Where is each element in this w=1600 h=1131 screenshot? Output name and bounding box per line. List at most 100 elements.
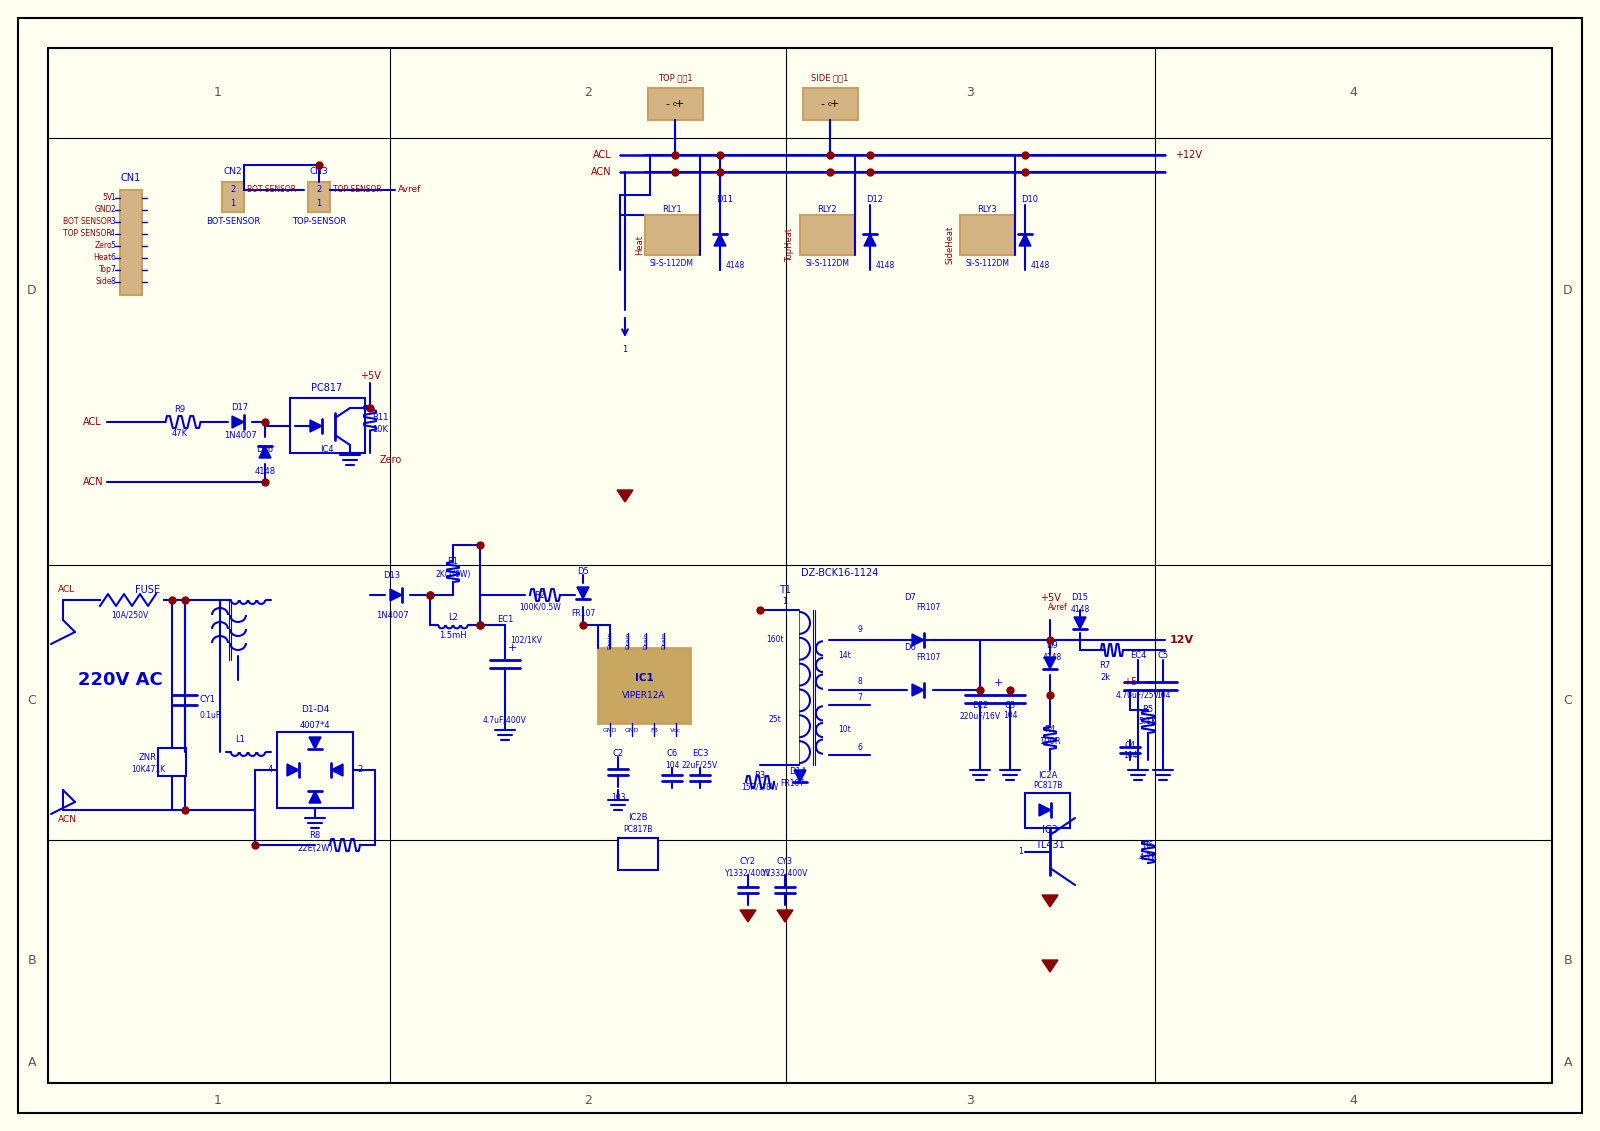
Text: 4148: 4148: [1030, 260, 1050, 269]
Text: PC817B: PC817B: [624, 826, 653, 835]
Polygon shape: [1042, 895, 1058, 907]
Text: 4: 4: [267, 766, 274, 775]
Text: D5: D5: [578, 568, 589, 577]
Text: 5.1K: 5.1K: [1139, 717, 1157, 726]
Text: FR107: FR107: [915, 654, 941, 663]
Text: 1: 1: [1018, 847, 1022, 856]
Text: FR107: FR107: [779, 779, 805, 788]
Text: EC1: EC1: [498, 615, 514, 624]
Text: +: +: [994, 677, 1003, 688]
Text: CY3: CY3: [778, 857, 794, 866]
Text: 2k: 2k: [1099, 673, 1110, 682]
Text: SI-S-112DM: SI-S-112DM: [650, 259, 694, 268]
Text: 10A/250V: 10A/250V: [112, 611, 149, 620]
Text: +: +: [507, 644, 517, 653]
Polygon shape: [232, 416, 243, 428]
Text: 104: 104: [1155, 691, 1170, 699]
Text: RLY2: RLY2: [818, 206, 837, 215]
Text: CN1: CN1: [122, 173, 141, 183]
Polygon shape: [390, 589, 402, 601]
Text: ACN: ACN: [592, 167, 611, 176]
Text: 5: 5: [110, 242, 115, 250]
Text: C4: C4: [1125, 741, 1136, 750]
Bar: [158, 748, 186, 776]
Text: RLY3: RLY3: [978, 206, 997, 215]
Text: B: B: [27, 953, 37, 967]
Bar: [803, 88, 858, 120]
Text: +: +: [674, 100, 683, 109]
Text: 2: 2: [584, 1094, 592, 1106]
Text: 10t: 10t: [838, 725, 851, 734]
Text: Zero: Zero: [94, 242, 112, 250]
Text: C6: C6: [666, 750, 678, 759]
Text: +5V: +5V: [360, 371, 381, 381]
Text: 103: 103: [611, 794, 626, 803]
Text: +5: +5: [1123, 677, 1138, 687]
Text: Drain: Drain: [661, 631, 667, 648]
Text: R3: R3: [754, 771, 766, 780]
Text: R4: R4: [1045, 725, 1056, 734]
Text: VIPER12A: VIPER12A: [622, 691, 666, 700]
Text: 47K: 47K: [171, 430, 189, 439]
Text: R9: R9: [174, 406, 186, 414]
Text: C2: C2: [613, 750, 624, 759]
Text: R5: R5: [1142, 706, 1154, 715]
Text: 100K/0.5W: 100K/0.5W: [518, 603, 562, 612]
Text: 2: 2: [230, 185, 235, 195]
Polygon shape: [794, 770, 806, 782]
Text: 8: 8: [110, 277, 115, 286]
Polygon shape: [778, 910, 794, 922]
Text: T1: T1: [779, 585, 790, 595]
Polygon shape: [259, 446, 270, 458]
Polygon shape: [578, 587, 589, 599]
Text: 4: 4: [110, 230, 115, 239]
Bar: [960, 215, 1014, 254]
Text: 5V: 5V: [102, 193, 112, 202]
Text: C3: C3: [1005, 700, 1016, 709]
Text: 1: 1: [214, 86, 222, 100]
Bar: [598, 648, 690, 723]
Text: Drain: Drain: [626, 631, 630, 648]
Text: FB: FB: [650, 728, 658, 734]
Text: 102/1KV: 102/1KV: [510, 636, 542, 645]
Text: 2: 2: [584, 86, 592, 100]
Text: -: -: [819, 100, 824, 109]
Text: 6: 6: [110, 253, 115, 262]
Text: FR107: FR107: [915, 604, 941, 613]
Bar: [222, 182, 243, 211]
Text: Heat: Heat: [94, 253, 112, 262]
Text: C: C: [27, 693, 37, 707]
Text: RLY1: RLY1: [662, 206, 682, 215]
Text: TOP SENSOR: TOP SENSOR: [333, 185, 382, 195]
Polygon shape: [739, 910, 757, 922]
Text: Y1332/400V: Y1332/400V: [725, 869, 771, 878]
Text: Drain: Drain: [643, 631, 648, 648]
Text: TOP 保温1: TOP 保温1: [658, 74, 693, 83]
Text: +5V: +5V: [1040, 593, 1061, 603]
Text: c: c: [674, 101, 677, 107]
Text: R2: R2: [534, 590, 546, 599]
Text: D17: D17: [232, 404, 248, 413]
Text: 4148: 4148: [1070, 605, 1090, 614]
Text: TopHeat: TopHeat: [786, 228, 795, 262]
Text: IC1: IC1: [635, 673, 653, 683]
Text: 15R/1/8W: 15R/1/8W: [741, 783, 779, 792]
Text: 1: 1: [317, 199, 322, 208]
Text: 9: 9: [858, 625, 862, 634]
Text: ACN: ACN: [58, 815, 77, 824]
Text: FUSE: FUSE: [136, 585, 160, 595]
Text: GND: GND: [624, 728, 640, 734]
Text: CN2: CN2: [224, 167, 242, 176]
Text: 3: 3: [966, 86, 974, 100]
Text: R7: R7: [1099, 661, 1110, 670]
Text: 22uF/25V: 22uF/25V: [682, 760, 718, 769]
Polygon shape: [1019, 234, 1030, 247]
Text: EC4: EC4: [1130, 650, 1146, 659]
Polygon shape: [864, 234, 877, 247]
Text: ACL: ACL: [594, 150, 611, 159]
Text: 1: 1: [782, 597, 787, 606]
Text: D: D: [27, 284, 37, 296]
Bar: [1026, 793, 1070, 828]
Text: R6: R6: [1142, 840, 1154, 849]
Bar: [290, 398, 365, 454]
